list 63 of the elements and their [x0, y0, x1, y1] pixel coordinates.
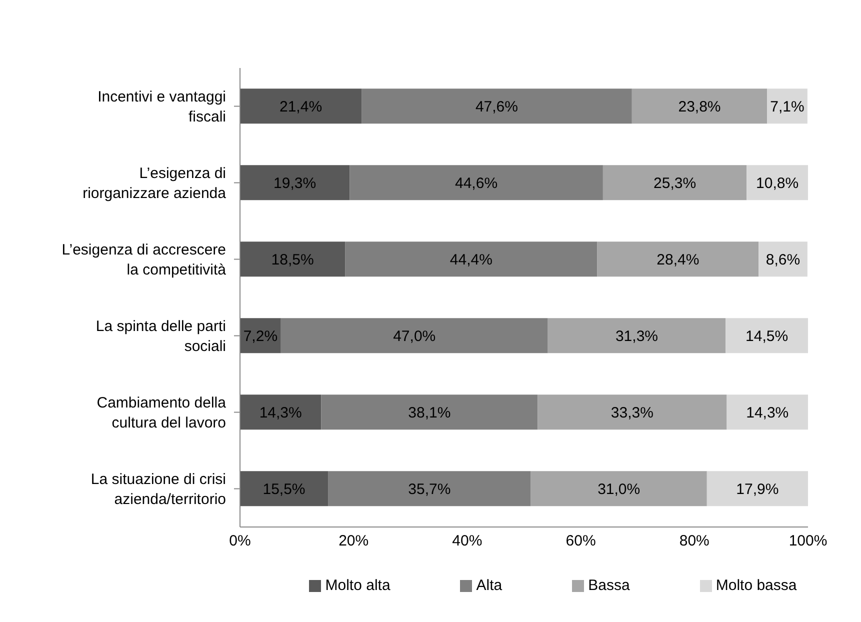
bar	[362, 88, 632, 124]
y-tick-label: La situazione di crisi azienda/territorio	[90, 470, 226, 508]
bar	[240, 165, 350, 200]
bar	[321, 394, 538, 430]
data-label: 17,9%	[736, 480, 779, 498]
data-label: 47,0%	[393, 328, 436, 345]
data-label: 28,4%	[656, 251, 700, 268]
data-label: 33,3%	[610, 404, 654, 422]
legend-label: Alta	[476, 577, 502, 594]
bar	[240, 471, 328, 506]
bar	[538, 394, 727, 430]
data-label: 21,4%	[280, 98, 322, 116]
bar	[726, 318, 808, 354]
data-label: 8,6%	[766, 251, 800, 268]
bar	[726, 394, 808, 430]
bar	[240, 242, 346, 277]
x-tick-label: 100%	[788, 532, 828, 550]
data-label: 31,3%	[615, 328, 658, 345]
bar	[328, 471, 531, 506]
data-label: 14,3%	[746, 404, 789, 422]
data-label: 19,3%	[274, 174, 316, 192]
data-label: 14,5%	[746, 328, 788, 345]
data-label: 35,7%	[408, 480, 451, 498]
data-label: 44,6%	[455, 174, 498, 192]
bar	[597, 242, 759, 277]
bar	[280, 318, 548, 354]
bar	[345, 242, 598, 277]
data-label: 25,3%	[654, 174, 696, 192]
data-label: 44,4%	[450, 251, 492, 268]
legend-label: Molto alta	[325, 577, 390, 594]
x-tick-label: 40%	[452, 532, 482, 550]
bar	[746, 165, 808, 200]
bar	[240, 394, 322, 430]
y-tick-label: Incentivi e vantaggi fiscali	[98, 88, 226, 125]
data-label: 47,6%	[475, 98, 518, 116]
bar	[632, 88, 768, 124]
data-label: 7,1%	[770, 98, 804, 116]
y-tick-label: La spinta delle parti sociali	[96, 317, 226, 354]
data-label: 38,1%	[408, 404, 451, 422]
x-tick-label: 60%	[566, 532, 596, 550]
bar	[548, 318, 726, 354]
data-label: 10,8%	[756, 174, 799, 192]
data-label: 15,5%	[262, 480, 306, 498]
data-label: 23,8%	[678, 98, 721, 116]
legend-label: Bassa	[588, 577, 630, 594]
bar	[530, 471, 707, 506]
data-label: 14,3%	[259, 404, 302, 422]
data-label: 31,0%	[598, 480, 640, 498]
data-label: 18,5%	[271, 251, 314, 268]
x-tick-label: 80%	[679, 532, 710, 550]
data-label: 7,2%	[243, 328, 278, 345]
bar	[602, 165, 747, 200]
bar	[767, 88, 808, 124]
bar	[758, 242, 808, 277]
y-tick-label: L’esigenza di riorganizzare azienda	[82, 164, 227, 202]
x-tick-label: 0%	[229, 532, 251, 550]
bar	[240, 88, 362, 124]
y-tick-label: Cambiamento della cultura del lavoro	[96, 394, 227, 431]
bar	[350, 165, 603, 200]
bar	[706, 471, 808, 506]
x-tick-label: 20%	[338, 532, 369, 550]
y-tick-label: L’esigenza di accrescere la competitività	[62, 240, 227, 278]
legend-label: Molto bassa	[716, 577, 797, 594]
